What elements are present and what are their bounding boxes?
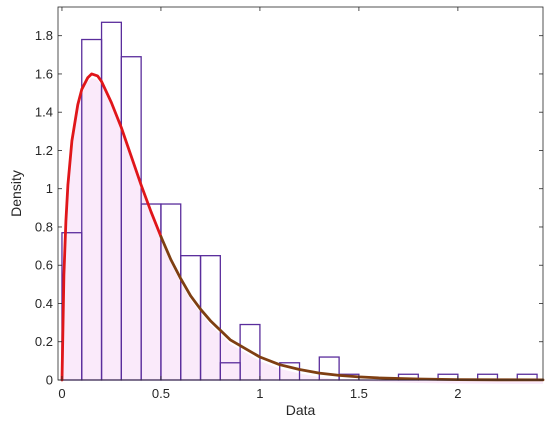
fitted-curve-lower xyxy=(159,235,545,382)
y-tick-label: 0 xyxy=(46,373,53,388)
y-axis-label: Density xyxy=(8,170,24,217)
y-tick-label: 0.4 xyxy=(35,296,53,311)
x-axis-ticks: 0 0.5 1 1.5 2 xyxy=(58,7,461,401)
x-tick-label: 2 xyxy=(454,386,461,401)
y-tick-label: 1.4 xyxy=(35,105,53,120)
x-axis-label: Data xyxy=(286,402,316,418)
y-tick-label: 1 xyxy=(46,181,53,196)
y-tick-label: 1.6 xyxy=(35,66,53,81)
y-tick-label: 0.8 xyxy=(35,219,53,234)
y-tick-label: 0.6 xyxy=(35,258,53,273)
y-axis-ticks: 0 0.2 0.4 0.6 0.8 1 1.2 1.4 1.6 1.8 xyxy=(35,28,543,388)
x-tick-label: 1 xyxy=(256,386,263,401)
fitted-curve-layer xyxy=(60,72,545,382)
x-tick-label: 0.5 xyxy=(152,386,170,401)
y-tick-label: 0.2 xyxy=(35,334,53,349)
x-tick-label: 1.5 xyxy=(350,386,368,401)
y-tick-label: 1.8 xyxy=(35,28,53,43)
fitted-curve-upper xyxy=(60,72,163,382)
curve-shadow xyxy=(61,77,544,384)
y-tick-label: 1.2 xyxy=(35,143,53,158)
x-tick-label: 0 xyxy=(58,386,65,401)
shadow-layer xyxy=(61,77,544,384)
plot-area-frame xyxy=(57,6,544,381)
